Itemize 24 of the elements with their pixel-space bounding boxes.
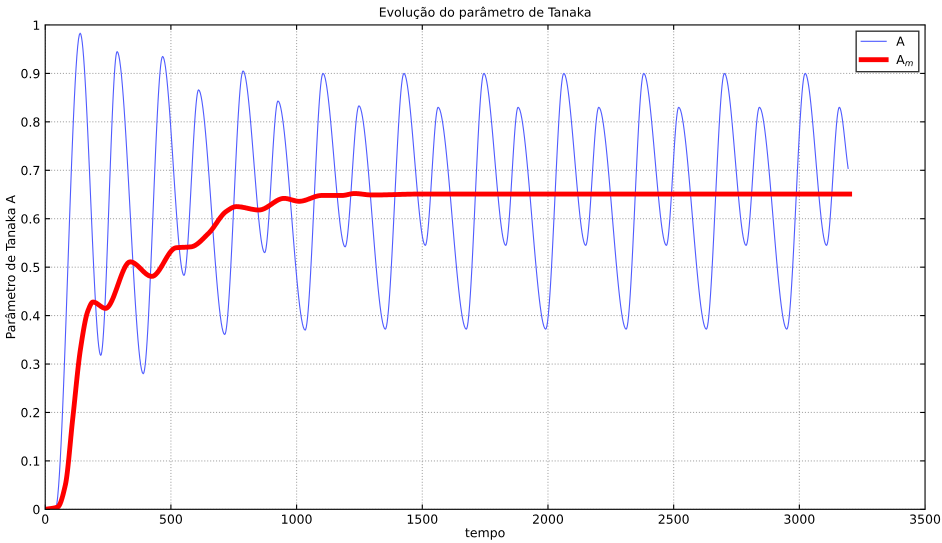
y-tick-label: 0.9 — [21, 68, 40, 78]
y-axis-title: Parâmetro de Tanaka A — [5, 195, 16, 338]
x-tick-label: 2500 — [658, 514, 689, 524]
y-tick-label: 0.1 — [21, 456, 40, 466]
x-tick-label: 1000 — [282, 514, 312, 524]
x-tick-label: 1500 — [408, 514, 438, 524]
x-axis-title: tempo — [465, 528, 505, 540]
x-tick-label: 3000 — [784, 514, 814, 524]
x-tick-label: 0 — [42, 514, 48, 524]
y-tick-label: 0.4 — [21, 311, 40, 321]
x-tick-label: 500 — [160, 514, 182, 524]
x-tick-label: 3500 — [910, 514, 940, 524]
y-tick-label: 0.8 — [21, 117, 40, 127]
legend-label: A — [896, 36, 905, 46]
y-tick-label: 0.7 — [21, 166, 40, 176]
y-tick-label: 0.3 — [21, 360, 40, 369]
x-tick-label: 2000 — [532, 514, 564, 524]
y-tick-label: 0.5 — [21, 262, 40, 272]
y-tick-label: 0.6 — [21, 214, 40, 224]
chart-title: Evolução do parâmetro de Tanaka — [380, 6, 590, 20]
legend-label: A$_{m}$ — [896, 54, 913, 66]
y-tick-label: 0 — [33, 504, 40, 514]
y-tick-label: 0.2 — [21, 408, 40, 418]
y-tick-label: 1 — [34, 20, 40, 30]
